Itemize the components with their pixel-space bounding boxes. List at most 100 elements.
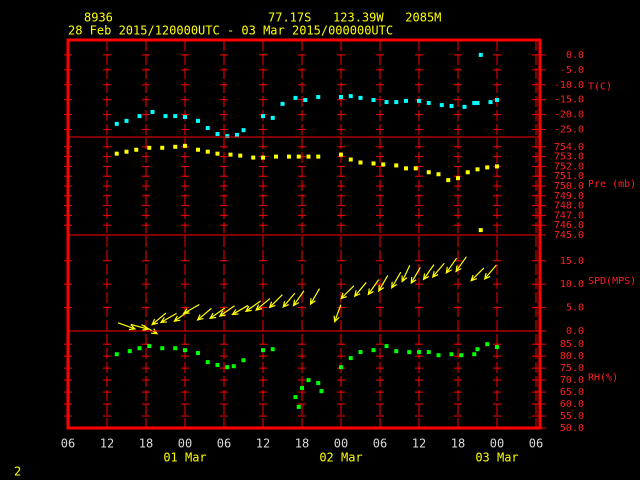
wind-arrow (378, 275, 389, 293)
data-point (183, 143, 187, 148)
data-point (124, 149, 129, 154)
data-point (339, 152, 343, 157)
x-tick-label: 06 (217, 437, 231, 451)
data-point (339, 365, 343, 370)
x-tick-label: 18 (295, 437, 309, 451)
data-point (495, 97, 499, 102)
data-point (426, 170, 431, 175)
data-point (114, 352, 119, 357)
data-point (407, 350, 412, 355)
y-tick-label: 749.0 (554, 191, 584, 202)
wind-arrow (208, 307, 226, 320)
data-point (137, 114, 142, 119)
wind-arrow (292, 290, 305, 307)
data-point (251, 155, 256, 160)
data-point (215, 151, 220, 156)
y-tick-label: 745.0 (554, 230, 584, 241)
wind-arrow (282, 292, 296, 309)
data-point (426, 100, 431, 105)
data-point (475, 167, 480, 172)
data-point (270, 347, 275, 352)
data-point (495, 345, 499, 350)
x-tick-label: 18 (139, 437, 153, 451)
data-point (371, 97, 376, 102)
data-point (404, 98, 408, 103)
y-tick-label: 75.0 (560, 363, 584, 374)
data-point (196, 351, 200, 356)
data-point (293, 395, 298, 400)
data-point (478, 52, 483, 57)
wind-arrow (196, 307, 212, 321)
x-tick-label: 06 (373, 437, 387, 451)
wind-arrow (455, 256, 467, 273)
y-tick-label: -10.0 (554, 80, 584, 91)
data-point (426, 350, 431, 355)
data-point (205, 126, 210, 131)
data-point (183, 348, 187, 353)
wind-arrow (367, 279, 380, 296)
y-tick-label: -5.0 (560, 65, 584, 76)
y-tick-label: 754.0 (554, 142, 584, 153)
data-point (417, 98, 421, 103)
data-point (348, 94, 353, 99)
wind-arrow (401, 264, 411, 283)
data-point (436, 353, 441, 358)
data-point (147, 344, 152, 349)
x-tick-label: 00 (490, 437, 504, 451)
wind-arrow (391, 271, 402, 289)
data-point (160, 145, 165, 150)
wind-arrow (173, 310, 190, 322)
y-axis-label: RH(%) (588, 373, 618, 384)
x-tick-label: 12 (256, 437, 270, 451)
data-point (472, 352, 477, 357)
data-point (205, 360, 210, 365)
data-point (196, 118, 200, 123)
y-tick-label: 746.0 (554, 220, 584, 231)
date-label: 02 Mar (319, 451, 362, 465)
data-point (459, 353, 464, 358)
data-point (478, 228, 483, 233)
data-point (274, 154, 278, 159)
data-point (306, 154, 311, 159)
data-point (205, 149, 210, 154)
data-point (316, 154, 321, 159)
plot-frame (66, 38, 542, 430)
data-point (371, 348, 376, 353)
y-tick-label: 0.0 (566, 326, 584, 337)
x-tick-label: 18 (451, 437, 465, 451)
x-tick-label: 00 (334, 437, 348, 451)
y-tick-label: 10.0 (560, 279, 584, 290)
y-tick-label: 753.0 (554, 152, 584, 163)
data-point (358, 160, 363, 165)
y-tick-label: 5.0 (566, 303, 584, 314)
y-tick-label: 748.0 (554, 201, 584, 212)
wind-arrow (470, 267, 485, 282)
y-tick-label: -15.0 (554, 95, 584, 106)
data-point (261, 114, 265, 119)
data-point (306, 378, 311, 383)
data-point (371, 161, 376, 166)
data-point (137, 346, 142, 351)
y-tick-label: -20.0 (554, 110, 584, 121)
data-point (449, 352, 454, 357)
wind-arrow (268, 294, 283, 309)
data-point (446, 178, 451, 183)
data-point (348, 157, 353, 162)
wind-arrow (410, 267, 421, 285)
date-label: 01 Mar (163, 451, 206, 465)
data-point (303, 97, 308, 102)
wind-arrow (333, 304, 342, 323)
data-point (449, 103, 454, 108)
data-point (384, 100, 389, 105)
data-point (381, 162, 386, 167)
date-label: 03 Mar (475, 451, 518, 465)
wind-arrow (353, 282, 367, 298)
data-point (215, 363, 220, 368)
x-tick-label: 12 (100, 437, 114, 451)
y-tick-label: 15.0 (560, 256, 584, 267)
data-point (485, 165, 490, 170)
wind-arrow (117, 322, 137, 331)
data-point (150, 109, 155, 114)
wind-arrow (431, 262, 445, 279)
y-tick-label: 750.0 (554, 181, 584, 192)
